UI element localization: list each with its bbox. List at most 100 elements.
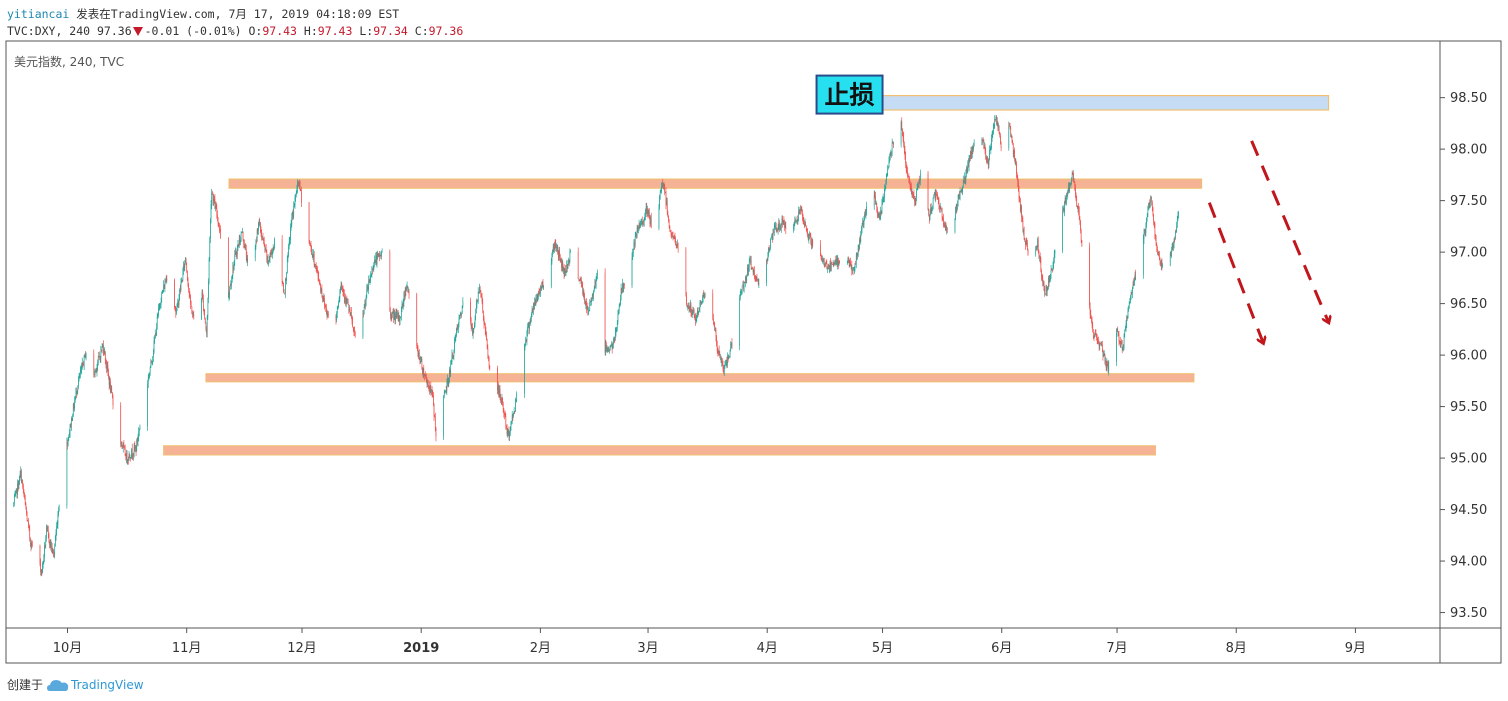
- candle: [31, 539, 32, 550]
- candle: [475, 298, 477, 314]
- candle: [822, 257, 824, 263]
- candle: [877, 211, 879, 218]
- x-tick-label: 2月: [530, 641, 551, 656]
- candle: [407, 285, 409, 293]
- candle: [207, 297, 209, 320]
- candle: [470, 317, 472, 332]
- candle: [1053, 257, 1054, 269]
- candle: [909, 175, 910, 185]
- candle: [619, 302, 621, 308]
- candle: [290, 223, 291, 245]
- candle: [559, 246, 560, 261]
- candle: [749, 255, 751, 263]
- author-link[interactable]: yitiancai: [7, 7, 70, 21]
- candle: [934, 189, 936, 201]
- candle: [931, 207, 933, 215]
- candle: [449, 368, 451, 378]
- candle: [367, 283, 368, 293]
- candle: [743, 280, 744, 292]
- candle: [236, 250, 238, 260]
- candle: [942, 216, 944, 221]
- candle: [918, 181, 919, 189]
- resistance-zone-3[interactable]: [163, 445, 1157, 456]
- x-tick-label: 4月: [757, 641, 778, 656]
- candle: [934, 192, 935, 196]
- candle: [873, 190, 875, 210]
- candle: [631, 252, 633, 289]
- candle: [702, 295, 703, 304]
- candle: [470, 297, 471, 325]
- candle: [290, 219, 292, 231]
- chart-frame: [5, 40, 1502, 664]
- candle: [827, 265, 828, 274]
- candle: [504, 410, 506, 418]
- candle: [552, 243, 554, 255]
- candle: [1073, 178, 1075, 183]
- candle: [731, 338, 733, 350]
- candle: [391, 311, 393, 321]
- candle: [939, 204, 940, 213]
- candle: [969, 155, 971, 163]
- candle: [1023, 226, 1025, 241]
- candle: [987, 155, 988, 164]
- candle: [188, 283, 189, 293]
- candle: [739, 294, 741, 351]
- candle: [1040, 256, 1042, 273]
- candle: [853, 266, 855, 271]
- candle: [677, 242, 679, 253]
- candle: [874, 191, 876, 199]
- candle: [219, 223, 220, 234]
- stop-loss-zone[interactable]: [881, 94, 1330, 111]
- candle: [557, 249, 559, 261]
- candle: [718, 345, 720, 356]
- candle: [776, 227, 778, 234]
- candle: [851, 260, 853, 276]
- candle: [775, 222, 777, 232]
- candle: [24, 494, 26, 506]
- candle: [639, 222, 641, 229]
- candle: [855, 252, 857, 269]
- candle: [25, 502, 27, 510]
- resistance-zone-1[interactable]: [228, 178, 1203, 189]
- candle: [202, 289, 204, 300]
- candle: [58, 504, 60, 512]
- candle: [431, 386, 433, 398]
- candle: [398, 312, 400, 323]
- candle: [54, 535, 56, 547]
- candle: [581, 276, 582, 288]
- candle: [713, 313, 714, 325]
- candle: [408, 287, 409, 293]
- candle: [770, 237, 772, 240]
- candle: [743, 281, 745, 293]
- candle: [176, 307, 177, 315]
- candle: [98, 355, 100, 358]
- candle: [525, 338, 527, 343]
- candle: [26, 511, 28, 522]
- candle: [137, 437, 138, 446]
- resistance-zone-2[interactable]: [205, 373, 1195, 383]
- candle: [1150, 197, 1152, 199]
- candle: [213, 195, 215, 204]
- down-arrow-2[interactable]: [1250, 140, 1329, 322]
- down-arrow-1[interactable]: [1207, 202, 1263, 343]
- tradingview-brand-link[interactable]: TradingView: [71, 678, 144, 692]
- candle: [22, 479, 24, 489]
- candle: [1075, 192, 1077, 201]
- candle: [186, 262, 188, 273]
- candle: [50, 539, 52, 551]
- candle: [241, 231, 243, 234]
- candle: [998, 123, 999, 132]
- candle: [425, 371, 427, 379]
- candle: [74, 396, 76, 403]
- candle: [320, 283, 321, 294]
- candle: [540, 286, 542, 291]
- candle: [363, 310, 364, 318]
- x-tick-label: 8月: [1226, 641, 1247, 656]
- candle: [905, 151, 906, 169]
- candle: [617, 309, 619, 325]
- candle: [1067, 189, 1069, 200]
- candle: [406, 281, 408, 289]
- candle: [125, 453, 127, 461]
- candle: [381, 248, 383, 253]
